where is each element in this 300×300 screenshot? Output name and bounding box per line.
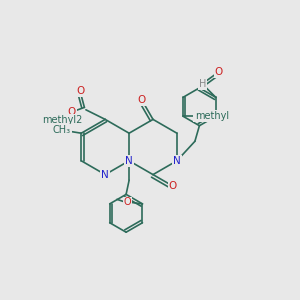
Text: O: O [76, 86, 84, 97]
Text: O: O [194, 111, 202, 121]
Text: H: H [199, 79, 206, 89]
Text: N: N [125, 156, 133, 166]
Text: O: O [214, 67, 223, 77]
Text: O: O [168, 181, 177, 191]
Text: O: O [138, 95, 146, 105]
Text: methyl2: methyl2 [42, 115, 83, 125]
Text: N: N [101, 169, 109, 180]
Text: N: N [173, 156, 181, 166]
Text: methyl: methyl [195, 111, 230, 121]
Text: O: O [68, 107, 76, 117]
Text: O: O [124, 197, 131, 207]
Text: CH₃: CH₃ [53, 125, 71, 135]
